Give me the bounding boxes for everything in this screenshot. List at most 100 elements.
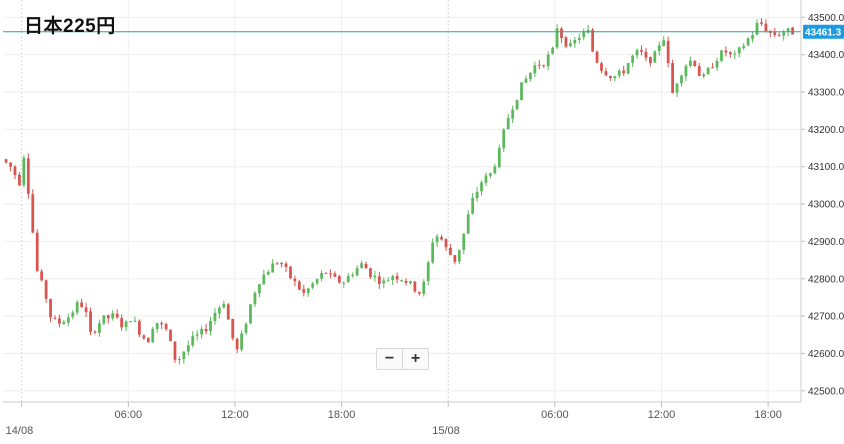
candle-up <box>706 67 710 75</box>
candle-down <box>644 51 648 58</box>
candle-up <box>613 76 617 79</box>
candle-down <box>648 56 652 64</box>
candle-up <box>253 292 257 305</box>
candle-down <box>115 313 119 318</box>
candle-down <box>31 194 35 233</box>
candle-up <box>320 273 323 279</box>
candle-down <box>226 304 230 320</box>
candle-up <box>129 321 132 323</box>
x-tick-label: 15/08 <box>432 425 460 437</box>
candle-up <box>529 72 532 80</box>
candle-up <box>422 281 426 294</box>
candle-down <box>542 65 546 67</box>
zoom-in-button[interactable]: + <box>402 349 428 369</box>
candle-up <box>311 283 315 288</box>
candle-down <box>49 299 52 318</box>
candle-down <box>44 280 48 299</box>
candle-down <box>337 276 341 283</box>
candle-up <box>489 173 492 176</box>
candle-down <box>80 302 84 308</box>
candle-up <box>178 359 181 361</box>
x-tick-label: 18:00 <box>328 409 356 421</box>
candle-up <box>786 28 790 32</box>
candle-down <box>595 51 599 63</box>
candle-up <box>657 45 661 52</box>
candle-up <box>218 307 221 314</box>
candle-up <box>520 82 523 101</box>
candle-down <box>302 288 306 293</box>
candle-up <box>182 351 186 360</box>
y-tick-label: 43400.0 <box>808 50 844 61</box>
candle-up <box>431 242 435 263</box>
candle-up <box>191 335 195 346</box>
candle-up <box>257 284 261 294</box>
candlestick-series <box>4 18 794 365</box>
candle-up <box>124 321 128 328</box>
candle-down <box>289 266 292 279</box>
candle-up <box>617 70 621 76</box>
candle-down <box>173 341 177 360</box>
candle-up <box>582 32 586 38</box>
candle-up <box>373 275 377 278</box>
candle-down <box>89 311 92 332</box>
x-tick-label: 06:00 <box>115 409 143 421</box>
y-tick-label: 43200.0 <box>808 125 844 136</box>
candle-down <box>164 323 168 330</box>
candle-up <box>506 118 510 130</box>
candle-down <box>600 63 603 71</box>
candle-down <box>369 268 372 278</box>
candle-up <box>546 54 550 67</box>
candle-up <box>355 268 359 276</box>
x-axis: 14/08 06:00 12:00 18:00 15/08 06:00 12:00 18:00 <box>3 401 801 437</box>
candle-up <box>351 275 355 277</box>
candle-down <box>35 232 39 271</box>
candle-up <box>746 38 750 46</box>
candle-down <box>777 34 781 36</box>
candle-down <box>449 247 452 255</box>
y-tick-label: 43000.0 <box>808 200 844 211</box>
candle-up <box>133 320 137 322</box>
candle-down <box>231 318 235 339</box>
candle-down <box>773 32 777 35</box>
candle-down <box>609 75 612 79</box>
candle-down <box>622 70 626 74</box>
candle-up <box>480 182 483 192</box>
candle-down <box>693 60 697 66</box>
candle-down <box>329 273 332 275</box>
candle-down <box>711 67 714 69</box>
y-tick-label: 42800.0 <box>808 274 844 285</box>
zoom-out-button[interactable]: − <box>384 350 395 367</box>
candle-up <box>533 65 537 74</box>
candle-up <box>195 334 199 336</box>
candle-down <box>591 29 594 52</box>
candle-up <box>742 46 746 49</box>
candle-up <box>222 304 226 308</box>
candle-up <box>342 282 346 284</box>
candle-up <box>271 263 275 273</box>
candle-down <box>697 66 701 76</box>
candle-down <box>275 263 279 265</box>
candle-down <box>404 280 408 283</box>
candle-up <box>466 214 470 234</box>
candle-down <box>93 331 97 333</box>
candle-down <box>142 335 146 339</box>
candle-up <box>484 175 488 183</box>
x-tick-label: 06:00 <box>541 409 569 421</box>
candle-up <box>675 83 679 93</box>
candle-up <box>684 65 688 77</box>
candle-up <box>151 328 155 343</box>
candle-up <box>409 281 412 283</box>
candle-down <box>444 239 448 248</box>
candle-up <box>702 74 706 77</box>
candle-up <box>386 280 390 282</box>
candle-up <box>435 236 439 243</box>
candle-up <box>662 40 666 46</box>
y-tick-label: 43100.0 <box>808 162 844 173</box>
candle-up <box>111 313 115 319</box>
candle-down <box>53 317 57 319</box>
x-tick-label: 12:00 <box>648 409 676 421</box>
candle-up <box>511 109 515 119</box>
candle-down <box>84 307 88 313</box>
candle-up <box>653 51 657 63</box>
